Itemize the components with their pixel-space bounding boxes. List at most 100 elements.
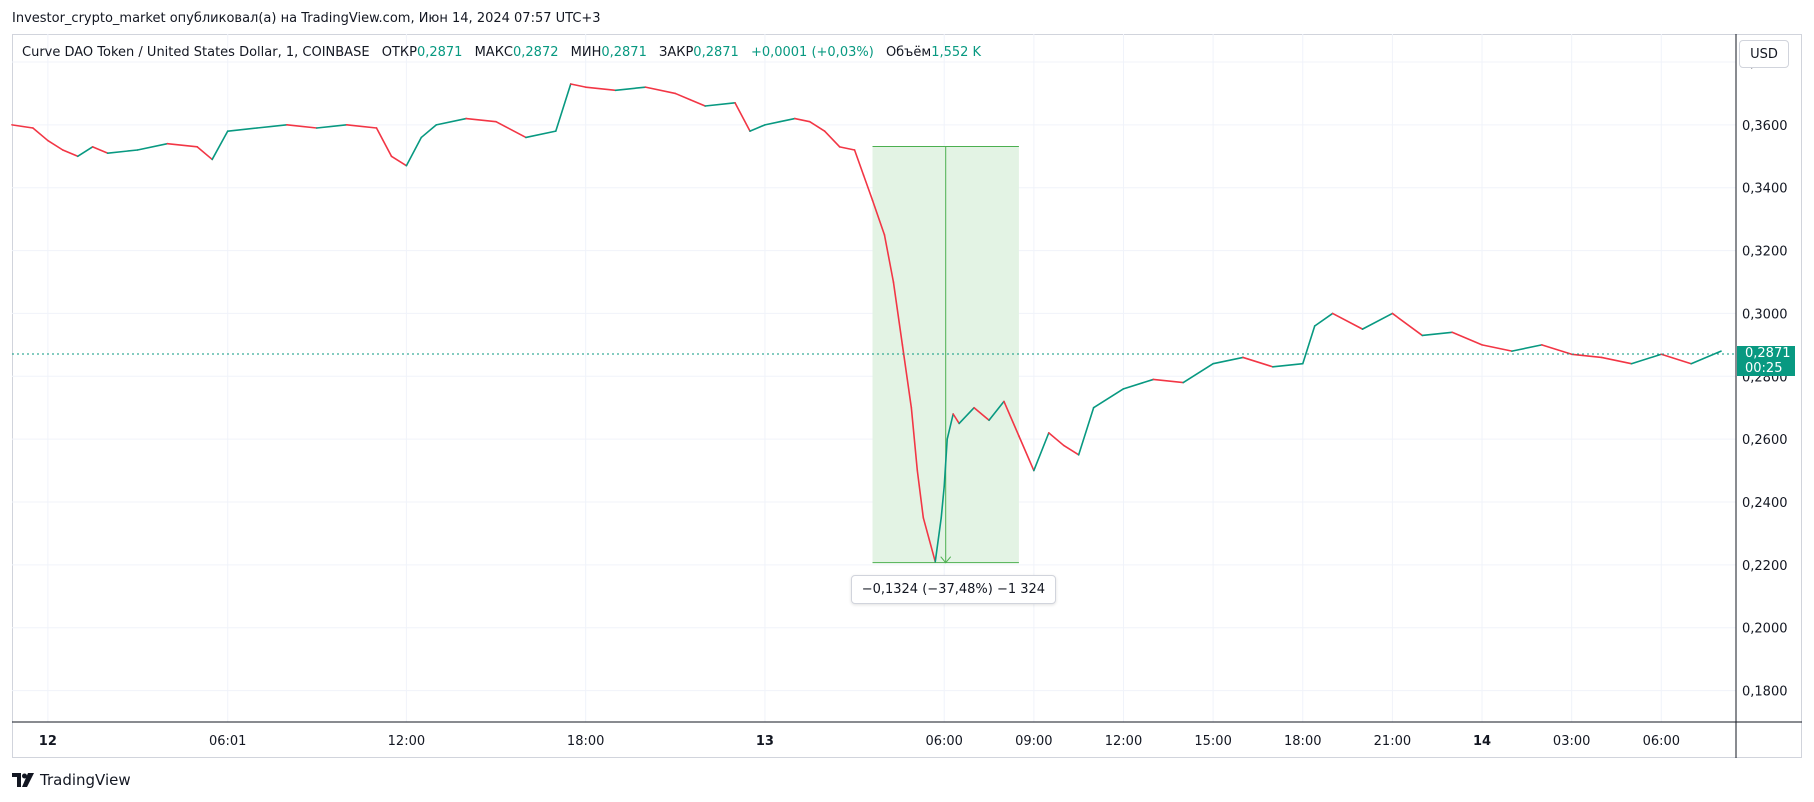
price-segment xyxy=(922,516,931,541)
price-segment xyxy=(1301,325,1316,365)
x-tick-label: 21:00 xyxy=(1374,734,1411,749)
price-segment xyxy=(853,149,865,176)
price-segment xyxy=(569,83,587,88)
price-segment xyxy=(495,120,527,139)
price-segment xyxy=(435,117,467,126)
price-segment xyxy=(901,344,913,409)
y-tick-label: 0,2600 xyxy=(1742,433,1788,448)
price-segment xyxy=(136,142,169,151)
measure-arrow-head xyxy=(940,556,952,564)
price-segment xyxy=(106,149,139,154)
low-value: 0,2871 xyxy=(601,45,647,60)
price-segment xyxy=(892,281,904,346)
measure-result-label: −0,1324 (−37,48%) −1 324 xyxy=(850,574,1057,604)
y-tick-label: 0,1800 xyxy=(1742,685,1788,700)
price-segment xyxy=(940,485,946,519)
open-label: ОТКР xyxy=(381,45,417,60)
tradingview-logo[interactable]: TradingView xyxy=(12,771,131,789)
price-segment xyxy=(1033,432,1050,472)
currency-button[interactable]: USD xyxy=(1739,40,1789,68)
price-segment xyxy=(1122,378,1155,390)
price-segment xyxy=(196,146,213,161)
price-segment xyxy=(871,199,886,236)
y-tick-label: 0,3000 xyxy=(1742,307,1788,322)
price-segment xyxy=(779,117,796,123)
price-segment xyxy=(1018,435,1035,472)
price-segment xyxy=(1600,356,1633,365)
chart-frame xyxy=(12,34,1802,758)
x-tick-label: 15:00 xyxy=(1194,734,1231,749)
price-segment xyxy=(1690,350,1722,365)
y-tick-label: 0,3400 xyxy=(1742,182,1788,197)
price-segment xyxy=(794,117,811,123)
price-segment xyxy=(1077,406,1095,456)
measure-range xyxy=(872,146,1019,564)
y-tick-label: 0,2200 xyxy=(1742,559,1788,574)
price-segment xyxy=(749,124,766,132)
price-segment xyxy=(405,136,423,167)
x-tick-label: 12:00 xyxy=(388,734,425,749)
volume-label: Объём xyxy=(885,45,932,60)
price-segment xyxy=(614,86,647,92)
volume-value: 1,552 K xyxy=(931,45,982,60)
bar-countdown: 00:25 xyxy=(1745,360,1783,376)
price-segment xyxy=(1313,312,1334,327)
price-segment xyxy=(862,174,874,202)
close-label: ЗАКР xyxy=(659,45,694,60)
symbol-name: Curve DAO Token / United States Dollar, … xyxy=(22,45,370,60)
close-value: 0,2871 xyxy=(693,45,739,60)
change-value: +0,0001 (+0,03%) xyxy=(750,45,874,60)
price-segment xyxy=(32,127,49,142)
price-segment xyxy=(554,83,572,132)
price-segment xyxy=(1361,312,1394,330)
price-segment xyxy=(256,124,288,129)
x-tick-label: 06:01 xyxy=(209,734,246,749)
price-segment xyxy=(910,406,919,472)
symbol-legend: Curve DAO Token / United States Dollar, … xyxy=(22,45,981,60)
x-tick-label: 12:00 xyxy=(1105,734,1142,749)
price-segment xyxy=(928,538,937,563)
price-segment xyxy=(988,400,1005,422)
price-segment xyxy=(1570,353,1603,359)
y-tick-label: 0,3600 xyxy=(1742,119,1788,134)
price-segment xyxy=(375,127,393,158)
price-segment xyxy=(952,413,960,425)
price-segment xyxy=(211,130,229,161)
price-segment xyxy=(734,102,751,132)
time-axis: 12 06:01 12:00 18:00 13 06:00 09:00 12:00 15:00 1… xyxy=(12,721,1802,749)
price-segment xyxy=(525,130,557,139)
price-segment xyxy=(1062,444,1080,456)
price-segment xyxy=(1481,344,1513,352)
x-tick-label: 18:00 xyxy=(567,734,604,749)
x-tick-label: 18:00 xyxy=(1284,734,1321,749)
chart-grid xyxy=(12,34,1736,722)
price-segment xyxy=(166,142,199,148)
price-segment xyxy=(1242,356,1274,368)
price-segment xyxy=(47,139,64,151)
price-segment xyxy=(973,406,990,422)
price-segment xyxy=(1391,312,1424,337)
price-segment xyxy=(946,413,954,440)
price-segment xyxy=(764,120,781,126)
x-tick-label: 13 xyxy=(756,734,774,749)
price-segment xyxy=(390,155,408,167)
price-segment xyxy=(1511,344,1543,352)
price-segment xyxy=(943,438,949,488)
price-segment xyxy=(1152,378,1185,384)
high-label: МАКС xyxy=(474,45,513,60)
x-tick-label: 12 xyxy=(39,734,57,749)
low-label: МИН xyxy=(570,45,602,60)
price-segment xyxy=(286,124,318,129)
price-segment xyxy=(1451,331,1483,346)
price-segment xyxy=(934,516,943,563)
price-segment xyxy=(1540,344,1573,356)
price-segment xyxy=(226,127,258,132)
price-segment xyxy=(689,98,706,107)
x-tick-label: 14 xyxy=(1473,734,1491,749)
publication-attribution: Investor_crypto_market опубликовал(а) на… xyxy=(12,11,601,26)
price-segment xyxy=(1660,353,1692,365)
y-tick-label: 0,3200 xyxy=(1742,245,1788,260)
high-value: 0,2872 xyxy=(513,45,559,60)
price-segment xyxy=(1003,400,1020,437)
